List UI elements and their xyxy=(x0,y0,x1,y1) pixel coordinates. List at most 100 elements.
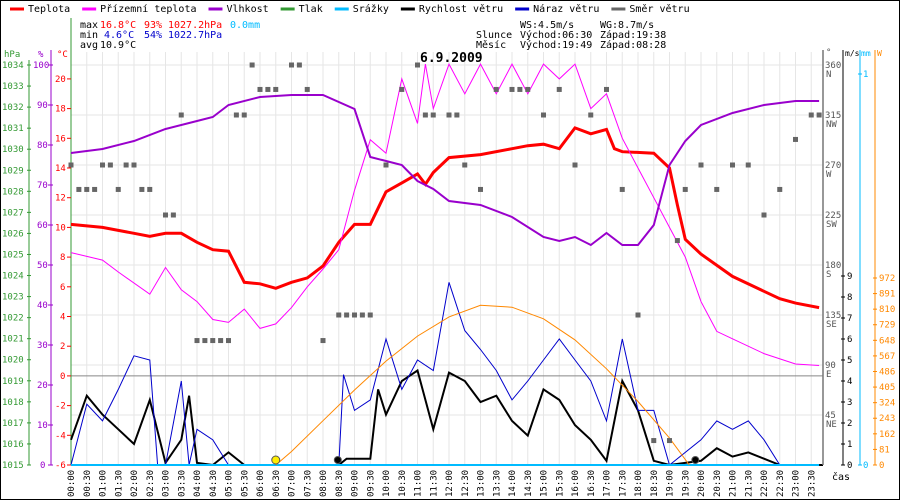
legend-item: Náraz větru xyxy=(533,3,599,15)
x-tick-label: 23:00 xyxy=(792,470,802,497)
x-tick-label: 06:00 xyxy=(256,470,266,497)
wind-direction-point xyxy=(422,112,428,118)
direction-compass-label: N xyxy=(826,70,831,80)
x-tick-label: 08:00 xyxy=(319,470,329,497)
direction-tick-label: 135 xyxy=(825,311,841,321)
wind-direction-point xyxy=(446,112,452,118)
pressure-tick-label: 1023 xyxy=(2,293,24,303)
stats-max-rain: 0.0mm xyxy=(230,20,260,31)
x-tick-label: 12:30 xyxy=(461,470,471,497)
direction-unit: ° xyxy=(826,48,831,58)
stats: max 16.8°C 93% 1027.2hPa 0.0mm min 4.6°C… xyxy=(80,20,260,51)
wind-direction-point xyxy=(304,86,310,92)
wind-direction-point xyxy=(635,312,641,318)
wind-direction-point xyxy=(816,112,822,118)
pressure-tick-label: 1033 xyxy=(2,82,24,92)
wind-tick-label: 8 xyxy=(847,293,852,303)
wind-direction-point xyxy=(226,338,231,344)
x-tick-label: 03:00 xyxy=(162,470,172,497)
temperature-tick-label: 0 xyxy=(60,372,65,382)
stats-min-temp: 4.6°C xyxy=(104,30,134,41)
x-tick-label: 05:00 xyxy=(225,470,235,497)
wind-direction-point xyxy=(525,86,531,92)
temperature-tick-label: 8 xyxy=(60,253,65,263)
legend-item: Přízemní teplota xyxy=(100,3,196,15)
solar-tick-label: 729 xyxy=(879,321,895,331)
wind-direction-point xyxy=(667,438,672,444)
solar-tick-label: 243 xyxy=(879,414,895,424)
wind-direction-point xyxy=(296,62,302,68)
stats-max-temp: 16.8°C xyxy=(100,20,136,31)
wind-direction-point xyxy=(651,438,657,444)
wind-direction-point xyxy=(218,338,224,344)
moon-label: Měsíc xyxy=(476,39,506,51)
wind-direction-point xyxy=(517,86,523,92)
temperature-tick-label: -4 xyxy=(55,431,66,441)
humidity-tick-label: 90 xyxy=(37,101,48,111)
humidity-tick-label: 20 xyxy=(37,381,48,391)
temperature-unit: °C xyxy=(57,50,68,60)
x-tick-label: 13:00 xyxy=(477,470,487,497)
x-tick-label: 04:30 xyxy=(209,470,219,497)
pressure-tick-label: 1025 xyxy=(2,250,24,260)
astro-info: WS:4.5m/s WG:8.7m/s Slunce Východ:06:30 … xyxy=(476,20,666,51)
x-tick-label: 19:30 xyxy=(681,470,691,497)
legend-item: Tlak xyxy=(299,4,323,15)
pressure-tick-label: 1034 xyxy=(2,61,24,71)
wind-direction-point xyxy=(170,212,176,218)
solar-tick-label: 0 xyxy=(879,461,884,471)
wind-direction-point xyxy=(163,212,168,218)
direction-tick-label: 315 xyxy=(825,111,841,121)
pressure-tick-label: 1029 xyxy=(2,166,24,176)
temperature-tick-label: 2 xyxy=(60,342,65,352)
direction-tick-label: 270 xyxy=(825,161,841,171)
x-tick-label: 12:00 xyxy=(445,470,455,497)
wind-tick-label: 7 xyxy=(847,314,852,324)
wind-direction-point xyxy=(793,136,798,142)
x-tick-label: 01:30 xyxy=(114,470,124,497)
wind-direction-point xyxy=(84,186,90,192)
sun-label: Slunce xyxy=(476,30,512,41)
x-tick-label: 00:00 xyxy=(67,470,77,497)
wind-direction-point xyxy=(68,162,74,168)
wind-direction-point xyxy=(478,186,483,192)
legend: Teplota Přízemní teplota Vlhkost Tlak Srážky… xyxy=(10,3,690,465)
wind-tick-label: 3 xyxy=(847,398,852,408)
pressure-tick-label: 1017 xyxy=(2,419,24,429)
pressure-tick-label: 1015 xyxy=(2,461,24,471)
stats-max-press: 1027.2hPa xyxy=(168,20,222,31)
wind-direction-point xyxy=(107,162,113,168)
stats-min-press: 1022.7hPa xyxy=(168,30,222,41)
wind-direction-point xyxy=(123,162,129,168)
solar-tick-label: 81 xyxy=(879,445,890,455)
x-tick-label: 04:00 xyxy=(193,470,203,497)
wind-direction-point xyxy=(698,162,704,168)
wind-direction-point xyxy=(344,312,350,318)
solar-tick-label: 486 xyxy=(879,367,895,377)
direction-compass-label: NW xyxy=(826,120,837,130)
series xyxy=(68,62,822,467)
wind-direction-point xyxy=(745,162,751,168)
wind-tick-label: 1 xyxy=(847,440,852,450)
wind-direction-point xyxy=(289,62,294,68)
humidity-unit: % xyxy=(38,50,44,60)
x-tick-label: 11:00 xyxy=(414,470,424,497)
solar-tick-label: 648 xyxy=(879,336,895,346)
wind-direction-point xyxy=(194,338,200,344)
wind-direction-point xyxy=(273,86,279,92)
x-tick-label: 21:30 xyxy=(744,470,754,497)
wind-direction-point xyxy=(572,162,578,168)
pressure-unit: hPa xyxy=(4,50,20,60)
wind-direction-point xyxy=(604,86,609,92)
wind-direction-point xyxy=(336,312,342,318)
wind-direction-point xyxy=(588,112,594,118)
wind-direction-point xyxy=(249,62,255,68)
wind-tick-label: 2 xyxy=(847,419,852,429)
x-tick-label: 02:00 xyxy=(130,470,140,497)
x-tick-label: 10:00 xyxy=(382,470,392,497)
sunrise-marker xyxy=(271,455,281,465)
x-tick-label: 00:30 xyxy=(83,470,93,497)
wind-direction-point xyxy=(714,186,720,192)
series-solar xyxy=(275,304,690,466)
wind-direction-point xyxy=(76,186,82,192)
